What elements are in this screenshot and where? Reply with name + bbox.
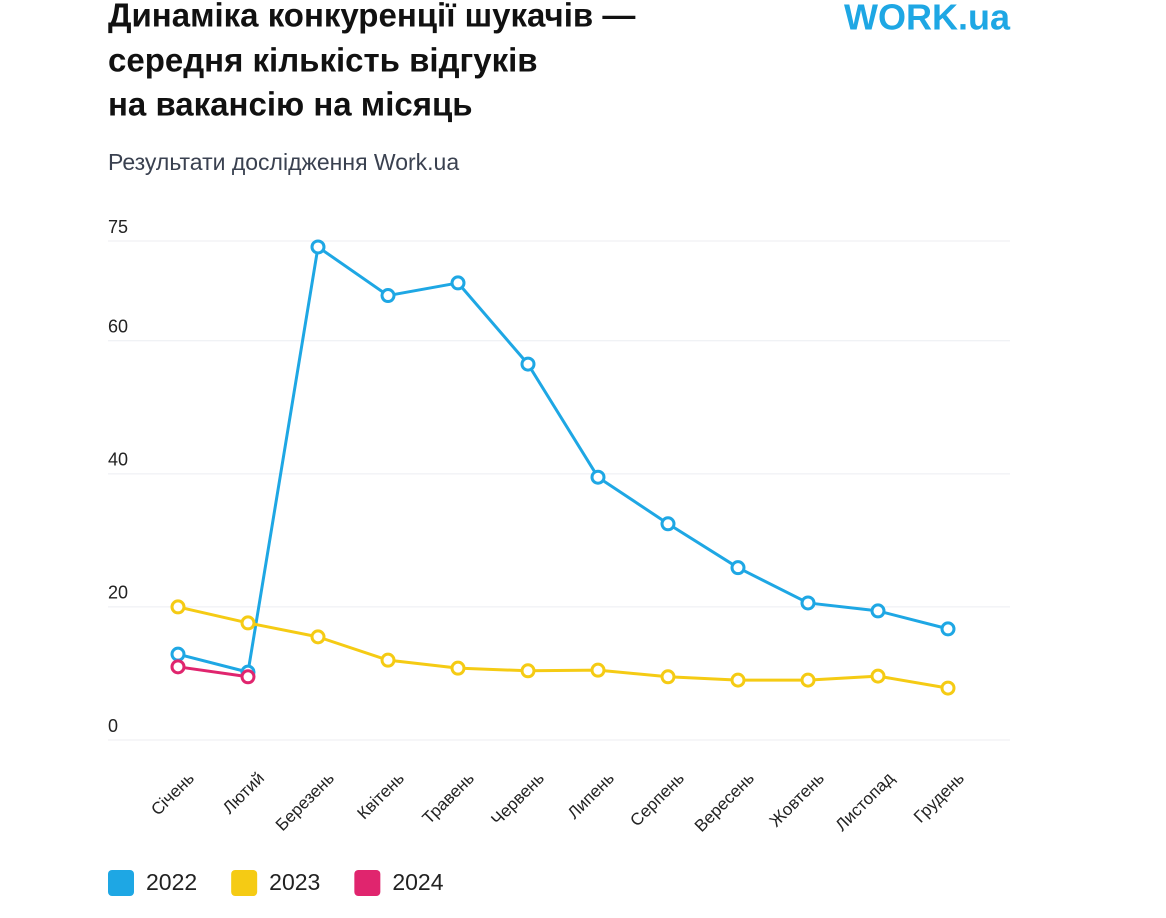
- legend-label: 2024: [392, 869, 443, 895]
- x-tick-label: Травень: [419, 768, 478, 827]
- data-point: [170, 659, 186, 675]
- data-point: [520, 356, 536, 372]
- y-tick-label: 60: [108, 317, 128, 337]
- x-tick-label: Грудень: [910, 768, 968, 826]
- series-line: [177, 665, 249, 679]
- x-tick-label: Березень: [272, 768, 338, 834]
- y-tick-label: 0: [108, 716, 118, 736]
- y-tick-label: 75: [108, 217, 128, 237]
- data-point: [870, 603, 886, 619]
- y-tick-label: 40: [108, 450, 128, 470]
- chart-title-line: на вакансію на місяць: [108, 86, 473, 123]
- data-point: [240, 669, 256, 685]
- legend-swatch: [231, 870, 258, 896]
- series-line: [177, 245, 949, 674]
- x-tick-label: Січень: [147, 768, 198, 819]
- data-point: [310, 629, 326, 645]
- data-point: [940, 621, 956, 637]
- data-point: [170, 646, 186, 662]
- data-point: [800, 672, 816, 688]
- data-point: [730, 672, 746, 688]
- legend-swatch: [108, 870, 134, 896]
- data-point: [380, 288, 396, 304]
- data-point: [800, 595, 816, 611]
- chart-subtitle: Результати дослідження Work.ua: [108, 149, 459, 175]
- data-point: [310, 239, 326, 255]
- data-point: [520, 663, 536, 679]
- data-point: [450, 660, 466, 676]
- x-tick-label: Листопад: [832, 769, 898, 835]
- data-point: [660, 516, 676, 532]
- x-tick-label: Лютий: [219, 769, 268, 818]
- data-point: [590, 469, 606, 485]
- x-tick-label: Червень: [487, 768, 548, 829]
- x-tick-label: Квітень: [354, 768, 409, 823]
- y-tick-label: 20: [108, 583, 128, 603]
- logo: WORK.ua: [844, 0, 1011, 38]
- chart-title-line: середня кількість відгуків: [108, 42, 538, 79]
- legend-swatch: [354, 870, 381, 896]
- data-point: [450, 275, 466, 291]
- data-point: [940, 680, 956, 696]
- series-line: [177, 605, 949, 690]
- x-tick-label: Жовтень: [766, 768, 828, 830]
- data-point: [730, 560, 746, 576]
- data-point: [590, 662, 606, 678]
- data-point: [170, 599, 186, 615]
- x-tick-label: Серпень: [626, 768, 688, 830]
- data-point: [240, 615, 256, 631]
- chart-title-line: Динаміка конкуренції шукачів —: [108, 0, 635, 34]
- legend-label: 2023: [269, 869, 320, 895]
- data-point: [660, 669, 676, 685]
- x-tick-label: Липень: [564, 768, 618, 822]
- legend-label: 2022: [146, 869, 197, 895]
- data-point: [380, 652, 396, 668]
- x-tick-label: Вересень: [691, 768, 758, 835]
- data-point: [870, 668, 886, 684]
